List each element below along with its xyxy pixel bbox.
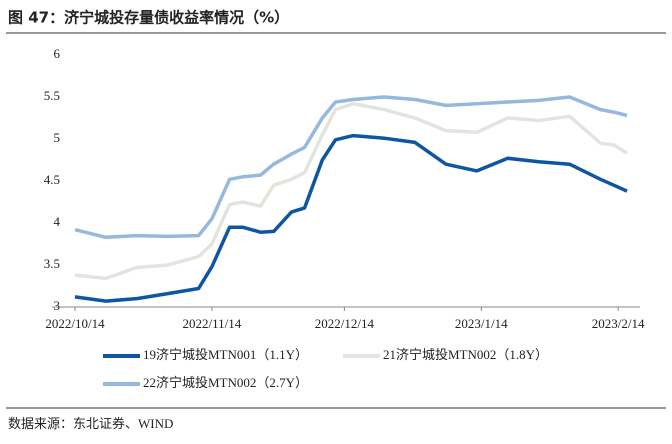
- y-tick-label: 3: [54, 298, 61, 313]
- x-tick-label: 2022/12/14: [315, 316, 375, 331]
- x-tick-label: 2023/2/14: [592, 316, 645, 331]
- y-tick-label: 4.5: [44, 172, 60, 187]
- legend-label: 21济宁城投MTN002（1.8Y）: [383, 347, 548, 362]
- y-tick-label: 5.5: [44, 88, 60, 103]
- series-line: [74, 95, 628, 240]
- chart-title: 图 47：济宁城投存量债收益率情况（%）: [8, 9, 289, 27]
- source: 数据来源：东北证券、WIND: [8, 416, 173, 431]
- legend-label: 19济宁城投MTN001（1.1Y）: [143, 347, 308, 362]
- x-tick-label: 2023/1/14: [455, 316, 508, 331]
- legend-label: 22济宁城投MTN002（2.7Y）: [143, 375, 308, 390]
- series-line: [74, 101, 628, 281]
- y-tick-label: 4: [54, 214, 61, 229]
- x-tick-label: 2022/10/14: [45, 316, 105, 331]
- series-line: [74, 133, 628, 303]
- y-tick-label: 6: [54, 46, 61, 61]
- y-tick-label: 5: [54, 130, 61, 145]
- y-tick-label: 3.5: [44, 256, 60, 271]
- x-tick-label: 2022/11/14: [183, 316, 242, 331]
